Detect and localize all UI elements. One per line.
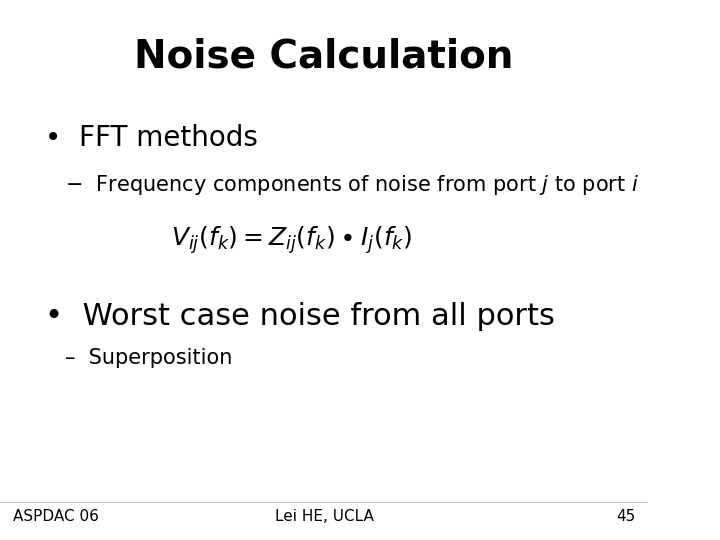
Text: Noise Calculation: Noise Calculation <box>135 38 514 76</box>
Text: $-$  Frequency components of noise from port $j$ to port $i$: $-$ Frequency components of noise from p… <box>65 173 639 197</box>
Text: $V_{ij}(f_k) = Z_{ij}(f_k) \bullet I_j(f_k)$: $V_{ij}(f_k) = Z_{ij}(f_k) \bullet I_j(f… <box>171 225 413 256</box>
Text: 45: 45 <box>616 509 635 524</box>
Text: •  FFT methods: • FFT methods <box>45 124 258 152</box>
Text: Lei HE, UCLA: Lei HE, UCLA <box>274 509 374 524</box>
Text: ASPDAC 06: ASPDAC 06 <box>13 509 99 524</box>
Text: •  Worst case noise from all ports: • Worst case noise from all ports <box>45 302 555 332</box>
Text: –  Superposition: – Superposition <box>65 348 232 368</box>
